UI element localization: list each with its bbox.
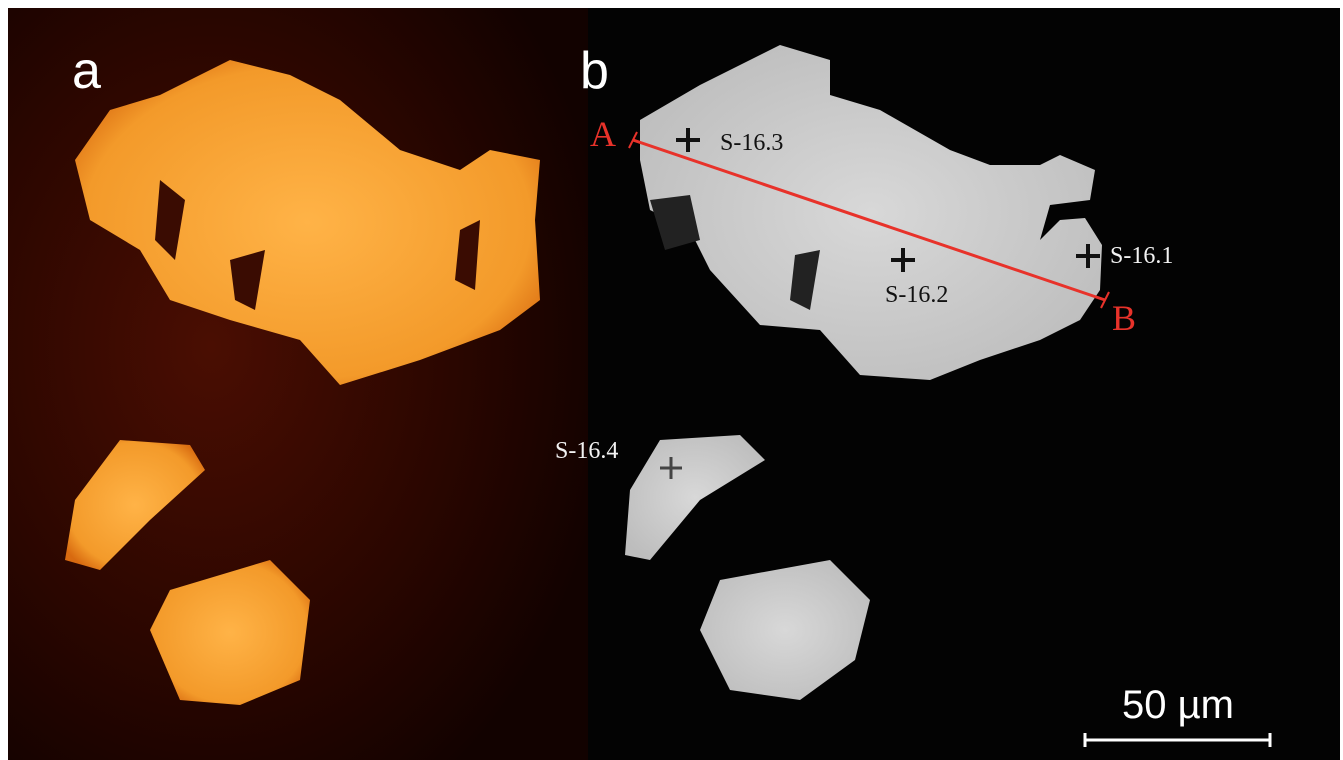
- profile-start: A: [590, 114, 616, 154]
- point-label: S-16.1: [1110, 243, 1173, 269]
- point-label: S-16.4: [555, 438, 618, 464]
- panel-label: a: [72, 42, 101, 100]
- figure: a b A B S-16.3 S-16.2 S-16.1 S-16.4 50 µ…: [0, 0, 1343, 760]
- profile-end: B: [1112, 298, 1136, 338]
- panel-label: b: [580, 42, 609, 100]
- point-label: S-16.3: [720, 130, 783, 156]
- scale-bar-label: 50 µm: [1122, 683, 1234, 727]
- point-label: S-16.2: [885, 282, 948, 308]
